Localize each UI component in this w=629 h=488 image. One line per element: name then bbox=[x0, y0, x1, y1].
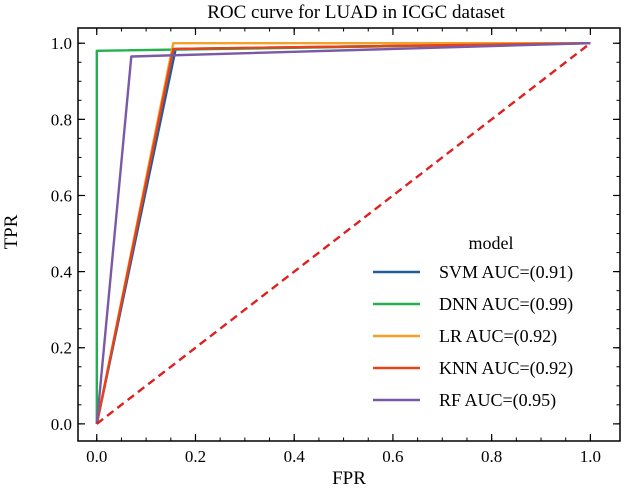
y-axis-label: TPR bbox=[1, 214, 22, 249]
y-tick-label: 0.2 bbox=[51, 339, 72, 358]
y-tick-label: 0.6 bbox=[51, 186, 72, 205]
legend: model SVM AUC=(0.91) DNN AUC=(0.99) LR AUC… bbox=[373, 233, 573, 411]
series-line-rf bbox=[95, 42, 591, 425]
x-tick-label: 1.0 bbox=[580, 447, 601, 466]
y-tick-label: 0.0 bbox=[51, 415, 72, 434]
legend-label: SVM AUC=(0.91) bbox=[439, 262, 573, 283]
y-tick-label: 0.4 bbox=[51, 263, 73, 282]
x-tick-label: 0.8 bbox=[481, 447, 502, 466]
plot-frame bbox=[77, 27, 621, 442]
x-tick-label: 0.4 bbox=[284, 447, 306, 466]
legend-label: KNN AUC=(0.92) bbox=[439, 358, 573, 379]
x-tick-label: 0.6 bbox=[382, 447, 403, 466]
y-tick-label: 1.0 bbox=[51, 34, 72, 53]
legend-label: DNN AUC=(0.99) bbox=[439, 294, 573, 315]
chart-title: ROC curve for LUAD in ICGC dataset bbox=[207, 2, 505, 23]
x-tick-label: 0.2 bbox=[185, 447, 206, 466]
plot-area bbox=[95, 42, 592, 425]
y-tick-label: 0.8 bbox=[51, 110, 72, 129]
legend-title: model bbox=[469, 233, 514, 253]
axis-ticks: 0.0 0.2 0.4 0.6 0.8 1.0 0.0 0.2 0.4 0.6 0.8 1.0 bbox=[51, 28, 620, 466]
x-axis-label: FPR bbox=[332, 468, 366, 488]
x-tick-label: 0.0 bbox=[86, 447, 107, 466]
series-line-knn bbox=[95, 42, 591, 425]
legend-label: RF AUC=(0.95) bbox=[439, 390, 556, 411]
legend-label: LR AUC=(0.92) bbox=[439, 326, 557, 347]
